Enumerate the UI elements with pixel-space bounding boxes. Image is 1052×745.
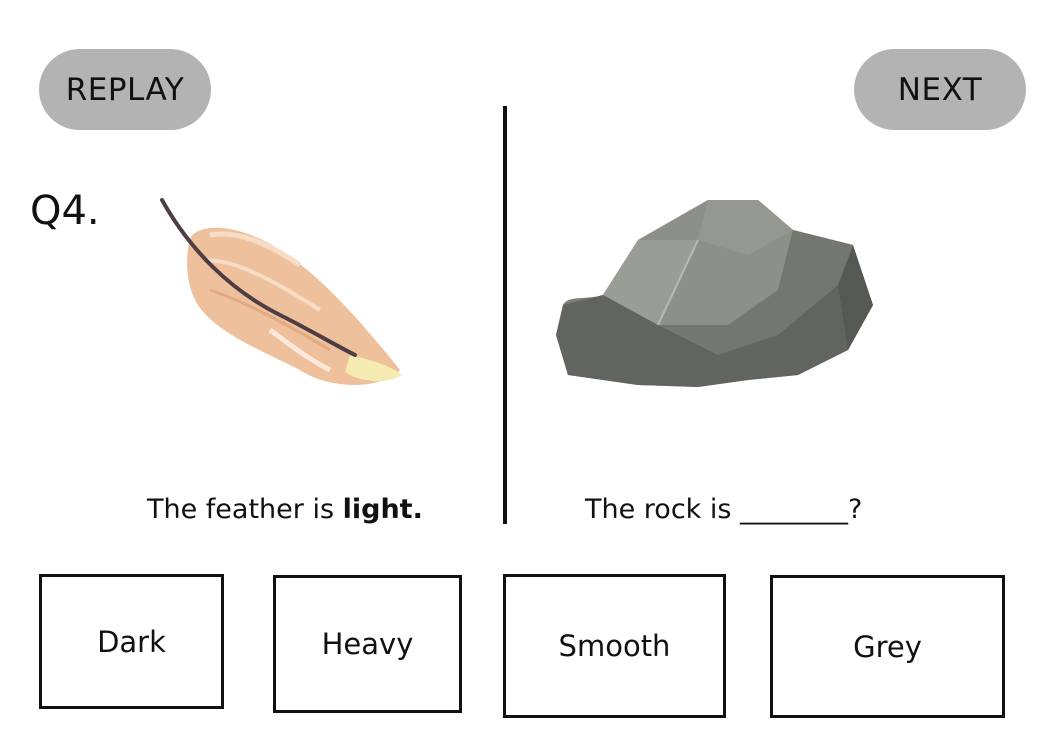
question-number: Q4. xyxy=(30,188,100,234)
choice-heavy[interactable]: Heavy xyxy=(273,575,462,713)
feather-sentence: The feather is light. xyxy=(147,494,423,525)
replay-button[interactable]: REPLAY xyxy=(39,49,211,130)
feather-icon xyxy=(160,198,402,385)
choice-smooth[interactable]: Smooth xyxy=(503,574,726,718)
choice-dark[interactable]: Dark xyxy=(39,574,224,709)
rock-question: The rock is ________? xyxy=(585,494,863,525)
feather-sentence-text: The feather is xyxy=(147,494,343,525)
divider xyxy=(503,106,507,524)
rock-icon xyxy=(556,200,873,387)
choice-grey[interactable]: Grey xyxy=(770,575,1005,718)
next-button[interactable]: NEXT xyxy=(854,49,1026,130)
feather-sentence-answer: light. xyxy=(342,494,423,525)
